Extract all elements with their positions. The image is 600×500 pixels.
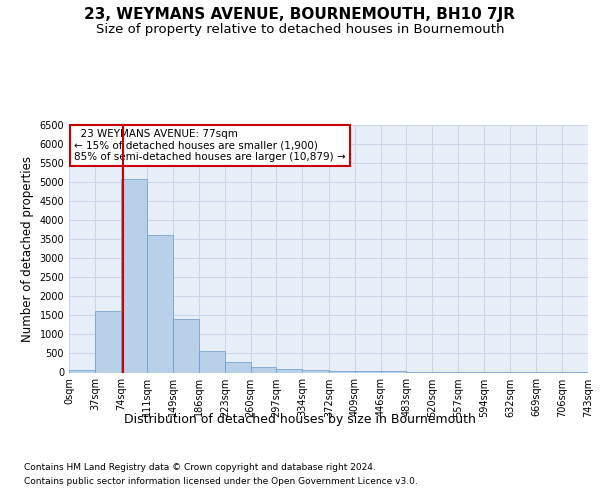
Bar bbox=[355, 371, 380, 372]
Text: Distribution of detached houses by size in Bournemouth: Distribution of detached houses by size … bbox=[124, 412, 476, 426]
Bar bbox=[69, 370, 95, 372]
Text: Contains HM Land Registry data © Crown copyright and database right 2024.: Contains HM Land Registry data © Crown c… bbox=[24, 462, 376, 471]
Bar bbox=[199, 350, 225, 372]
Bar bbox=[146, 236, 173, 372]
Bar bbox=[95, 310, 121, 372]
Bar bbox=[121, 180, 146, 372]
Text: 23 WEYMANS AVENUE: 77sqm
← 15% of detached houses are smaller (1,900)
85% of sem: 23 WEYMANS AVENUE: 77sqm ← 15% of detach… bbox=[74, 128, 346, 162]
Bar bbox=[329, 370, 355, 372]
Bar bbox=[225, 362, 251, 372]
Text: Contains public sector information licensed under the Open Government Licence v3: Contains public sector information licen… bbox=[24, 478, 418, 486]
Text: Size of property relative to detached houses in Bournemouth: Size of property relative to detached ho… bbox=[96, 22, 504, 36]
Bar bbox=[251, 367, 277, 372]
Bar bbox=[173, 319, 199, 372]
Bar bbox=[277, 368, 302, 372]
Y-axis label: Number of detached properties: Number of detached properties bbox=[21, 156, 34, 342]
Text: 23, WEYMANS AVENUE, BOURNEMOUTH, BH10 7JR: 23, WEYMANS AVENUE, BOURNEMOUTH, BH10 7J… bbox=[85, 8, 515, 22]
Bar bbox=[302, 370, 329, 372]
